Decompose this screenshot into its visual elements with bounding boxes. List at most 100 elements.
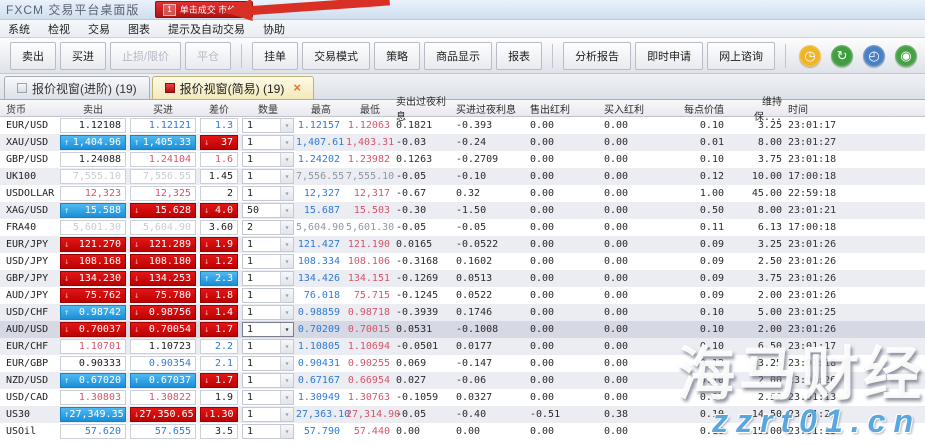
spread-price-cell[interactable]: 3.60 xyxy=(200,220,238,235)
quantity-select[interactable]: 50 ▾ xyxy=(242,203,294,218)
quantity-select[interactable]: 1 ▾ xyxy=(242,271,294,286)
spread-price-cell[interactable]: 2.2 xyxy=(200,339,238,354)
column-header[interactable]: 最低 xyxy=(360,104,380,116)
sell-price-cell[interactable]: ↓ 75.762 xyxy=(60,288,126,303)
buy-price-cell[interactable]: 1.30822 xyxy=(130,390,196,405)
menu-item[interactable]: 系统 xyxy=(8,23,30,36)
buy-price-cell[interactable]: ↓ 15.628 xyxy=(130,203,196,218)
buy-price-cell[interactable]: 7,556.55 xyxy=(130,169,196,184)
spread-price-cell[interactable]: ↓ 1.7 xyxy=(200,322,238,337)
community-icon[interactable]: ◉ xyxy=(895,44,918,67)
buy-price-cell[interactable]: ↓ 121.289 xyxy=(130,237,196,252)
menu-item[interactable]: 协助 xyxy=(263,23,285,36)
column-header[interactable]: 卖出 xyxy=(83,104,103,116)
buy-price-cell[interactable]: ↑ 1,405.33 xyxy=(130,135,196,150)
column-header[interactable]: 维持保... xyxy=(753,97,782,123)
column-header[interactable]: 每点价值 xyxy=(684,104,724,116)
quantity-select[interactable]: 1 ▾ xyxy=(242,135,294,150)
toolbar-button[interactable]: 分析报告 xyxy=(563,41,632,70)
quantity-select[interactable]: 1 ▾ xyxy=(242,407,294,422)
buy-price-cell[interactable]: 12,325 xyxy=(130,186,196,201)
quantity-select[interactable]: 1 ▾ xyxy=(242,254,294,269)
quote-row[interactable]: FRA40 5,601.30 5,604.90 3.60 2 ▾ 5,604.9… xyxy=(0,219,925,236)
buy-price-cell[interactable]: 1.10723 xyxy=(130,339,196,354)
buy-price-cell[interactable]: 1.24104 xyxy=(130,152,196,167)
spread-price-cell[interactable]: 1.6 xyxy=(200,152,238,167)
buy-price-cell[interactable]: 57.655 xyxy=(130,424,196,439)
quote-row[interactable]: EUR/CHF 1.10701 1.10723 2.2 1 ▾ 1.10805 … xyxy=(0,338,925,355)
spread-price-cell[interactable]: ↓ 1.2 xyxy=(200,254,238,269)
spread-price-cell[interactable]: ↑ 2.3 xyxy=(200,271,238,286)
column-header[interactable]: 时间 xyxy=(788,104,808,116)
sell-price-cell[interactable]: ↑ 0.67020 xyxy=(60,373,126,388)
toolbar-button[interactable]: 策略 xyxy=(374,41,421,70)
spread-price-cell[interactable]: 1.9 xyxy=(200,390,238,405)
tab-quote-window-1[interactable]: 报价视窗(简易) (19) × xyxy=(151,76,314,99)
sell-price-cell[interactable]: 1.10701 xyxy=(60,339,126,354)
close-icon[interactable]: × xyxy=(293,80,301,95)
quote-row[interactable]: EUR/JPY ↓ 121.270 ↓ 121.289 ↓ 1.9 1 ▾ 12… xyxy=(0,236,925,253)
toolbar-button[interactable]: 买进 xyxy=(60,41,106,70)
sell-price-cell[interactable]: 1.30803 xyxy=(60,390,126,405)
clock-history-icon[interactable]: ◷ xyxy=(799,44,822,67)
buy-price-cell[interactable]: 0.90354 xyxy=(130,356,196,371)
spread-price-cell[interactable]: ↓ 1.8 xyxy=(200,288,238,303)
column-header[interactable]: 数量 xyxy=(258,104,278,116)
quote-row[interactable]: USD/CAD 1.30803 1.30822 1.9 1 ▾ 1.30949 … xyxy=(0,389,925,406)
toolbar-button[interactable]: 卖出 xyxy=(10,41,56,70)
spread-price-cell[interactable]: ↓ 4.0 xyxy=(200,203,238,218)
quantity-select[interactable]: 1 ▾ xyxy=(242,152,294,167)
toolbar-button[interactable]: 商品显示 xyxy=(424,41,493,70)
menu-item[interactable]: 提示及自动交易 xyxy=(168,23,245,36)
quote-row[interactable]: GBP/JPY ↓ 134.230 ↓ 134.253 ↑ 2.3 1 ▾ 13… xyxy=(0,270,925,287)
spread-price-cell[interactable]: ↓ 37 xyxy=(200,135,238,150)
buy-price-cell[interactable]: ↓ 0.70054 xyxy=(130,322,196,337)
spread-price-cell[interactable]: 1.45 xyxy=(200,169,238,184)
quote-row[interactable]: XAU/USD ↑ 1,404.96 ↑ 1,405.33 ↓ 37 1 ▾ 1… xyxy=(0,134,925,151)
spread-price-cell[interactable]: 3.5 xyxy=(200,424,238,439)
sell-price-cell[interactable]: ↑ 1,404.96 xyxy=(60,135,126,150)
quote-row[interactable]: USDOLLAR 12,323 12,325 2 1 ▾ 12,327 12,3… xyxy=(0,185,925,202)
column-header[interactable]: 卖出过夜利息 xyxy=(396,97,446,123)
column-header[interactable]: 差价 xyxy=(209,104,229,116)
column-header[interactable]: 售出红利 xyxy=(530,104,570,116)
menu-item[interactable]: 图表 xyxy=(128,23,150,36)
quote-row[interactable]: NZD/USD ↑ 0.67020 ↑ 0.67037 ↓ 1.7 1 ▾ 0.… xyxy=(0,372,925,389)
quantity-select[interactable]: 1 ▾ xyxy=(242,118,294,133)
quantity-select[interactable]: 1 ▾ xyxy=(242,373,294,388)
sell-price-cell[interactable]: 7,555.10 xyxy=(60,169,126,184)
quote-row[interactable]: USD/CHF ↑ 0.98742 ↓ 0.98756 ↓ 1.4 1 ▾ 0.… xyxy=(0,304,925,321)
buy-price-cell[interactable]: ↓ 0.98756 xyxy=(130,305,196,320)
quantity-select[interactable]: 1 ▾ xyxy=(242,339,294,354)
quantity-select[interactable]: 1 ▾ xyxy=(242,322,294,337)
spread-price-cell[interactable]: ↓ 1.4 xyxy=(200,305,238,320)
column-header[interactable]: 买进 xyxy=(153,104,173,116)
quantity-select[interactable]: 1 ▾ xyxy=(242,424,294,439)
buy-price-cell[interactable]: ↓ 134.253 xyxy=(130,271,196,286)
quote-row[interactable]: GBP/USD 1.24088 1.24104 1.6 1 ▾ 1.24202 … xyxy=(0,151,925,168)
quote-row[interactable]: UK100 7,555.10 7,556.55 1.45 1 ▾ 7,556.5… xyxy=(0,168,925,185)
menu-item[interactable]: 检视 xyxy=(48,23,70,36)
sell-price-cell[interactable]: ↓ 121.270 xyxy=(60,237,126,252)
toolbar-button[interactable]: 交易模式 xyxy=(302,41,371,70)
spread-price-cell[interactable]: ↓ 1.30 xyxy=(200,407,238,422)
spread-price-cell[interactable]: 2.1 xyxy=(200,356,238,371)
quote-row[interactable]: AUD/USD ↓ 0.70037 ↓ 0.70054 ↓ 1.7 1 ▾ 0.… xyxy=(0,321,925,338)
sell-price-cell[interactable]: ↑ 0.98742 xyxy=(60,305,126,320)
quantity-select[interactable]: 1 ▾ xyxy=(242,288,294,303)
quote-row[interactable]: US30 ↑ 27,349.35 ↓ 27,350.65 ↓ 1.30 1 ▾ … xyxy=(0,406,925,423)
spread-price-cell[interactable]: ↓ 1.7 xyxy=(200,373,238,388)
column-header[interactable]: 买入红利 xyxy=(604,104,644,116)
sell-price-cell[interactable]: 5,601.30 xyxy=(60,220,126,235)
quote-row[interactable]: EUR/GBP 0.90333 0.90354 2.1 1 ▾ 0.90431 … xyxy=(0,355,925,372)
buy-price-cell[interactable]: ↓ 108.180 xyxy=(130,254,196,269)
buy-price-cell[interactable]: ↑ 0.67037 xyxy=(130,373,196,388)
toolbar-button[interactable]: 即时申请 xyxy=(635,41,704,70)
quantity-select[interactable]: 1 ▾ xyxy=(242,169,294,184)
column-header[interactable]: 最高 xyxy=(311,104,331,116)
quantity-select[interactable]: 1 ▾ xyxy=(242,186,294,201)
quote-row[interactable]: USOil 57.620 57.655 3.5 1 ▾ 57.790 57.44… xyxy=(0,423,925,440)
buy-price-cell[interactable]: ↓ 27,350.65 xyxy=(130,407,196,422)
sell-price-cell[interactable]: ↓ 134.230 xyxy=(60,271,126,286)
buy-price-cell[interactable]: ↓ 75.780 xyxy=(130,288,196,303)
